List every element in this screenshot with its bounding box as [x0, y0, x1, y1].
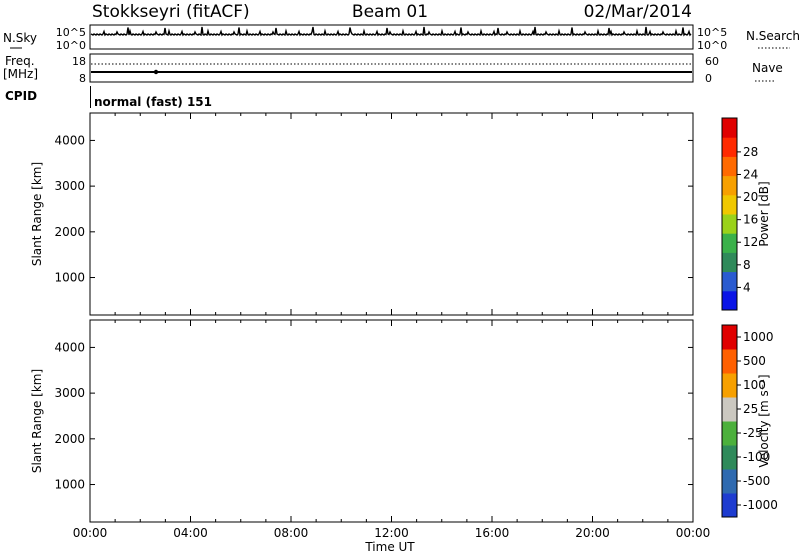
freq-marker: [153, 69, 159, 75]
velocity-colorbar-segment: [722, 421, 737, 446]
nsky-trace: [90, 26, 692, 37]
power-echo-main-echo: [105, 251, 693, 290]
velocity-colorbar-tick-label: -25: [743, 426, 763, 440]
velocity-ylabel: Slant Range [km]: [30, 369, 44, 473]
power-colorbar-tick-label: 4: [743, 280, 751, 294]
power-colorbar-tick-label: 8: [743, 258, 751, 272]
power-panel: 1000 2000 3000 4000 Slant Range [km]: [30, 112, 694, 316]
power-colorbar-segment: [722, 271, 737, 292]
time-tick-label: 12:00: [374, 526, 409, 540]
power-colorbar-segment: [722, 175, 737, 196]
nave-tick-high: 60: [705, 55, 719, 68]
power-colorbar-segment: [722, 214, 737, 234]
velocity-panel: 1000 2000 3000 4000 Slant Range [km]: [30, 319, 694, 523]
velocity-colorbar-label: Velocity [m s⁻¹]: [757, 374, 771, 467]
nave-tick-low: 0: [705, 72, 712, 85]
velocity-colorbar-segment: [722, 373, 737, 398]
power-echo-upper-band: [120, 227, 693, 269]
freq-tick-high: 18: [72, 55, 86, 68]
velocity-ytick-label: 2000: [54, 432, 85, 446]
velocity-colorbar-segment: [722, 349, 737, 374]
nave-label: Nave: [752, 61, 783, 75]
velocity-axes: 1000 2000 3000 4000: [54, 320, 694, 522]
velocity-colorbar-tick-label: -100: [743, 450, 770, 464]
power-ytick-label: 4000: [54, 133, 85, 147]
cpid-label: CPID: [5, 89, 37, 103]
velocity-ytick-label: 3000: [54, 386, 85, 400]
velocity-colorbar-tick-label: -1000: [743, 498, 778, 512]
time-axis: 00:00 04:00 08:00 12:00 16:00 20:00 00:00: [73, 526, 711, 540]
velocity-echo-early-patch: [90, 386, 135, 403]
power-colorbar-segment: [722, 194, 737, 215]
time-tick-label: 00:00: [73, 526, 108, 540]
velocity-colorbar-tick-label: -500: [743, 474, 770, 488]
velocity-echo-ionospheric-flow: [108, 475, 273, 492]
beam-title: Beam 01: [352, 2, 428, 22]
power-colorbar-frame: [721, 117, 738, 311]
power-echoes: [90, 159, 693, 290]
power-colorbar-label: Power [dB]: [757, 181, 771, 246]
freq-label-top: Freq.: [5, 54, 35, 68]
time-tick-label: 08:00: [274, 526, 309, 540]
velocity-colorbar-segment: [722, 397, 737, 422]
velocity-colorbar-frame: [721, 324, 738, 518]
power-colorbar-tick-label: 16: [743, 213, 758, 227]
power-colorbar-segment: [722, 137, 737, 157]
nsearch-label: N.Search: [746, 29, 800, 43]
nsky-tick-high: 10^5: [56, 26, 86, 39]
power-ytick-label: 2000: [54, 225, 85, 239]
velocity-colorbar-tick-label: 25: [743, 402, 758, 416]
velocity-echoes: [90, 386, 693, 496]
velocity-ytick-label: 4000: [54, 340, 85, 354]
freq-panel: [89, 53, 694, 83]
power-ytick-label: 3000: [54, 179, 85, 193]
velocity-ytick-label: 1000: [54, 478, 85, 492]
velocity-echo-late-flow: [642, 464, 693, 496]
power-ytick-label: 1000: [54, 271, 85, 285]
velocity-colorbar-segment: [722, 493, 737, 518]
power-echo-scatter: [227, 159, 681, 245]
nsearch-tick-high: 10^5: [697, 26, 727, 39]
power-colorbar-tick-label: 24: [743, 167, 758, 181]
velocity-echo-ground-scatter: [230, 428, 693, 495]
time-tick-label: 16:00: [475, 526, 510, 540]
velocity-colorbar-tick-label: 100: [743, 378, 766, 392]
nsky-trace-line: [90, 26, 692, 37]
nsearch-tick-low: 10^0: [697, 39, 727, 52]
power-colorbar-segment: [722, 118, 737, 138]
station-title: Stokkseyri (fitACF): [92, 2, 250, 22]
power-colorbar: 4 8 12 16 20 24 28: [721, 117, 758, 311]
freq-label-bottom: [MHz]: [3, 67, 38, 81]
velocity-colorbar-segment: [722, 325, 737, 350]
velocity-colorbar-tick-label: 500: [743, 354, 766, 368]
nsky-tick-low: 10^0: [56, 39, 86, 52]
power-colorbar-segment: [722, 252, 737, 273]
nsky-panel: [89, 24, 694, 50]
power-colorbar-tick-label: 12: [743, 235, 758, 249]
power-ylabel: Slant Range [km]: [30, 162, 44, 266]
velocity-colorbar-segment: [722, 469, 737, 494]
power-colorbar-tick-label: 20: [743, 190, 758, 204]
nsky-label: N.Sky: [3, 31, 37, 45]
power-colorbar-segment: [722, 156, 737, 177]
time-axis-label: Time UT: [364, 540, 415, 554]
date-title: 02/Mar/2014: [584, 2, 692, 22]
cpid-text: normal (fast) 151: [94, 95, 212, 109]
freq-tick-low: 8: [79, 72, 86, 85]
velocity-colorbar-tick-label: 1000: [743, 330, 774, 344]
time-tick-label: 04:00: [173, 526, 208, 540]
power-colorbar-segment: [722, 233, 737, 253]
velocity-colorbar: 1000 500 100 25 -25 -100 -500 -1000: [721, 324, 778, 518]
power-echo-early-patch: [90, 179, 135, 196]
power-colorbar-segment: [722, 290, 737, 311]
power-axes: 1000 2000 3000 4000: [54, 113, 694, 315]
power-colorbar-tick-label: 28: [743, 145, 758, 159]
time-tick-label: 20:00: [575, 526, 610, 540]
velocity-colorbar-segment: [722, 445, 737, 470]
time-tick-label: 00:00: [676, 526, 711, 540]
